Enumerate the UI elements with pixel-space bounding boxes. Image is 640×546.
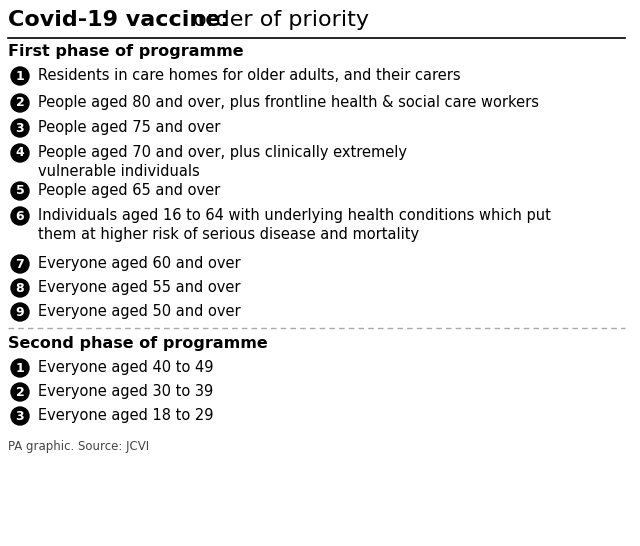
Text: 9: 9: [16, 306, 24, 318]
Circle shape: [11, 119, 29, 137]
Text: 1: 1: [15, 69, 24, 82]
Text: 3: 3: [16, 122, 24, 134]
Text: 5: 5: [15, 185, 24, 198]
Text: 3: 3: [16, 410, 24, 423]
Text: Everyone aged 55 and over: Everyone aged 55 and over: [38, 280, 241, 295]
Circle shape: [11, 182, 29, 200]
Circle shape: [11, 279, 29, 297]
Text: 2: 2: [15, 97, 24, 110]
Circle shape: [11, 383, 29, 401]
Text: Individuals aged 16 to 64 with underlying health conditions which put
them at hi: Individuals aged 16 to 64 with underlyin…: [38, 208, 551, 242]
Text: order of priority: order of priority: [186, 10, 369, 30]
Text: Everyone aged 18 to 29: Everyone aged 18 to 29: [38, 408, 214, 423]
Text: PA graphic. Source: JCVI: PA graphic. Source: JCVI: [8, 440, 149, 453]
Circle shape: [11, 144, 29, 162]
Text: People aged 75 and over: People aged 75 and over: [38, 120, 220, 135]
Text: 4: 4: [15, 146, 24, 159]
Text: People aged 70 and over, plus clinically extremely
vulnerable individuals: People aged 70 and over, plus clinically…: [38, 145, 407, 179]
Text: 2: 2: [15, 385, 24, 399]
Text: First phase of programme: First phase of programme: [8, 44, 244, 59]
Circle shape: [11, 94, 29, 112]
Text: Residents in care homes for older adults, and their carers: Residents in care homes for older adults…: [38, 68, 461, 83]
Circle shape: [11, 359, 29, 377]
Text: Second phase of programme: Second phase of programme: [8, 336, 268, 351]
Circle shape: [11, 255, 29, 273]
Text: 7: 7: [15, 258, 24, 270]
Text: Everyone aged 30 to 39: Everyone aged 30 to 39: [38, 384, 213, 399]
Text: 6: 6: [16, 210, 24, 223]
Text: People aged 80 and over, plus frontline health & social care workers: People aged 80 and over, plus frontline …: [38, 95, 539, 110]
Text: 1: 1: [15, 361, 24, 375]
Circle shape: [11, 67, 29, 85]
Text: Everyone aged 40 to 49: Everyone aged 40 to 49: [38, 360, 214, 375]
Circle shape: [11, 303, 29, 321]
Text: Covid-19 vaccine:: Covid-19 vaccine:: [8, 10, 229, 30]
Text: Everyone aged 50 and over: Everyone aged 50 and over: [38, 304, 241, 319]
Text: 8: 8: [16, 282, 24, 294]
Circle shape: [11, 207, 29, 225]
Text: People aged 65 and over: People aged 65 and over: [38, 183, 220, 198]
Text: Everyone aged 60 and over: Everyone aged 60 and over: [38, 256, 241, 271]
Circle shape: [11, 407, 29, 425]
